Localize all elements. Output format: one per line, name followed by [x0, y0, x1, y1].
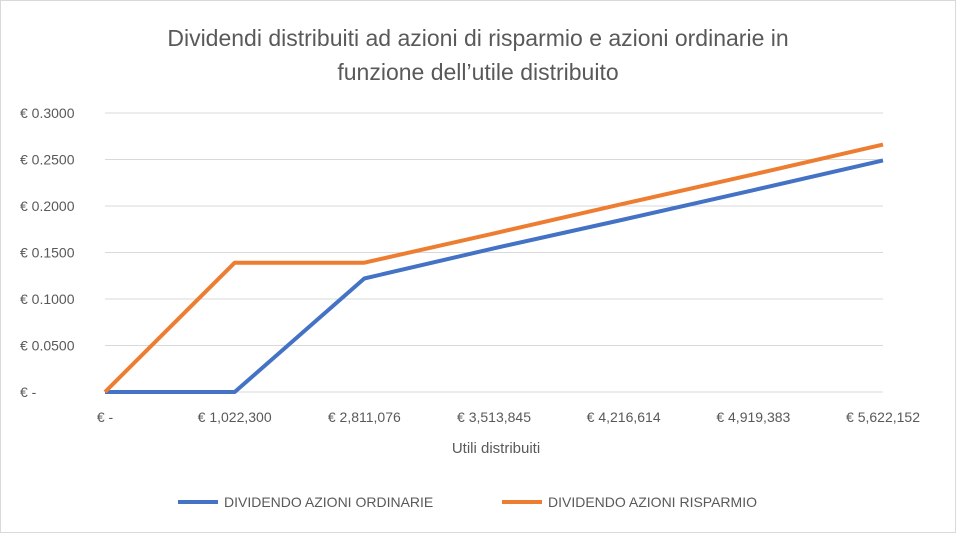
y-axis-ticks: € - € 0.0500 € 0.1000 € 0.1500 € 0.2000 € 0.2… — [20, 105, 75, 400]
gridlines — [105, 112, 883, 393]
x-tick-label: € 4,919,383 — [716, 409, 790, 425]
y-tick-label: € 0.2500 — [20, 152, 75, 168]
legend-label-ordinarie: DIVIDENDO AZIONI ORDINARIE — [224, 494, 433, 510]
series-lines — [103, 142, 884, 394]
y-tick-label: € 0.0500 — [20, 338, 75, 354]
y-tick-label: € 0.1000 — [20, 291, 75, 307]
x-tick-label: € 2,811,076 — [328, 409, 401, 425]
y-tick-label: € 0.1500 — [20, 245, 75, 261]
x-axis-ticks: € - € 1,022,300 € 2,811,076 € 3,513,845 € 4,… — [97, 409, 920, 425]
x-tick-label: € 1,022,300 — [198, 409, 272, 425]
series-line-1 — [103, 142, 884, 394]
y-tick-label: € 0.3000 — [20, 105, 75, 121]
y-tick-label: € 0.2000 — [20, 198, 75, 214]
series-line-0 — [105, 158, 884, 394]
x-tick-label: € 4,216,614 — [587, 409, 661, 425]
x-axis-title: Utili distribuiti — [452, 440, 540, 457]
x-tick-label: € 3,513,845 — [457, 409, 531, 425]
legend-label-risparmio: DIVIDENDO AZIONI RISPARMIO — [548, 494, 757, 510]
y-tick-label: € - — [20, 384, 37, 400]
legend: DIVIDENDO AZIONI ORDINARIE DIVIDENDO AZI… — [178, 494, 757, 510]
chart-title-line-1: Dividendi distribuiti ad azioni di rispa… — [167, 25, 788, 51]
x-tick-label: € - — [97, 409, 114, 425]
x-tick-label: € 5,622,152 — [846, 409, 920, 425]
chart-title-line-2: funzione dell’utile distribuito — [337, 59, 618, 85]
